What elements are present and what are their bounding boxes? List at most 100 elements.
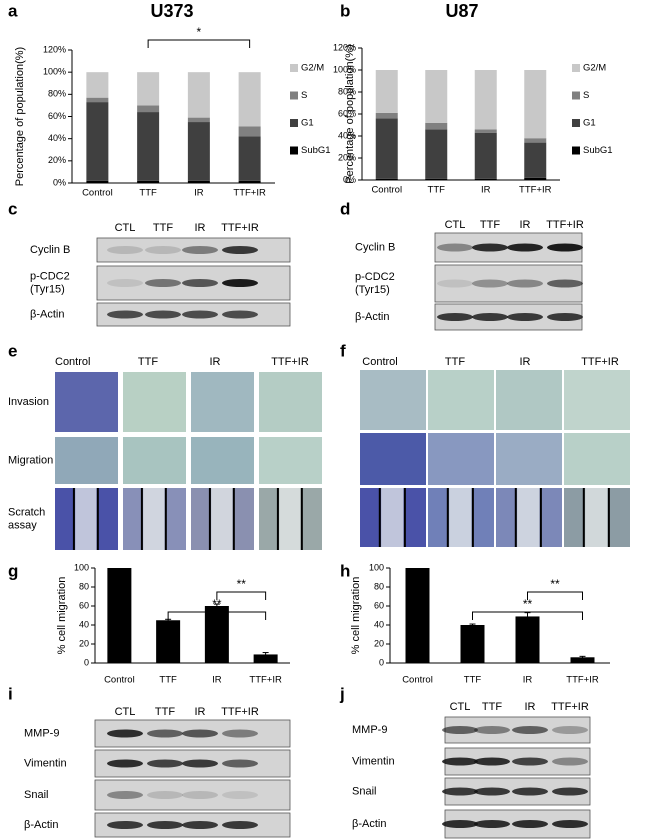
micrograph bbox=[191, 372, 254, 432]
row-label: MMP-9 bbox=[352, 724, 387, 736]
legend-label: SubG1 bbox=[301, 145, 331, 156]
blot-band bbox=[437, 313, 473, 321]
blot-band bbox=[552, 726, 588, 734]
blot-band bbox=[147, 729, 183, 738]
bar-segment bbox=[375, 112, 398, 119]
micrograph bbox=[428, 370, 494, 430]
column-label: TTF bbox=[138, 356, 158, 368]
y-tick-label: 40 bbox=[374, 619, 384, 629]
bar-segment bbox=[137, 105, 160, 113]
blot-band bbox=[182, 246, 218, 254]
x-tick-label: TTF+IR bbox=[249, 675, 282, 686]
significance-bracket bbox=[167, 611, 267, 620]
significance-label: ** bbox=[550, 577, 560, 591]
blot-band bbox=[442, 787, 478, 796]
row-label: (Tyr15) bbox=[355, 284, 390, 296]
bar-segment bbox=[137, 180, 160, 183]
blot-band bbox=[222, 310, 258, 319]
bar bbox=[156, 620, 181, 663]
panel-letter: a bbox=[8, 1, 18, 20]
blot-band bbox=[147, 821, 183, 829]
x-tick-label: TTF bbox=[464, 675, 482, 686]
bar-segment bbox=[524, 142, 547, 178]
bar-segment bbox=[238, 180, 261, 183]
y-axis-label: % cell migration bbox=[56, 577, 68, 655]
blot-band bbox=[512, 820, 548, 828]
blot-band bbox=[552, 757, 588, 766]
bar-segment bbox=[86, 102, 109, 181]
scratch-gap bbox=[75, 488, 97, 550]
panel-letter: c bbox=[8, 199, 17, 218]
legend-swatch bbox=[572, 146, 580, 155]
bar-segment bbox=[425, 129, 448, 179]
significance-label: * bbox=[197, 25, 202, 39]
bar-segment bbox=[425, 70, 448, 123]
lane-label: IR bbox=[520, 219, 531, 231]
lane-label: IR bbox=[525, 701, 536, 713]
blot-band bbox=[182, 759, 218, 768]
blot-band bbox=[107, 821, 143, 829]
micrograph bbox=[191, 437, 254, 484]
bar-segment bbox=[187, 117, 210, 123]
blot-band bbox=[474, 726, 510, 734]
micrograph bbox=[360, 433, 426, 485]
y-tick-label: 0% bbox=[53, 177, 66, 187]
blot-band bbox=[512, 787, 548, 796]
blot-band bbox=[147, 759, 183, 768]
legend-swatch bbox=[290, 64, 298, 72]
bar-segment bbox=[474, 70, 497, 130]
x-tick-label: TTF+IR bbox=[566, 675, 599, 686]
y-tick-label: 100 bbox=[369, 562, 384, 572]
bar-segment bbox=[524, 138, 547, 143]
bar-segment bbox=[474, 129, 497, 133]
legend-label: G2/M bbox=[301, 63, 324, 74]
row-label: β-Actin bbox=[355, 311, 389, 323]
micrograph bbox=[123, 437, 186, 484]
lane-label: TTF+IR bbox=[551, 701, 589, 713]
row-label: β-Actin bbox=[30, 308, 64, 320]
blot-band bbox=[145, 246, 181, 254]
micrograph bbox=[564, 433, 630, 485]
bar-segment bbox=[137, 72, 160, 106]
x-tick-label: IR bbox=[481, 185, 491, 196]
blot-band bbox=[107, 791, 143, 799]
micrograph bbox=[496, 370, 562, 430]
bar bbox=[515, 616, 540, 663]
significance-bracket bbox=[527, 591, 583, 600]
row-label: Snail bbox=[24, 789, 48, 801]
bar bbox=[107, 568, 132, 663]
y-tick-label: 60% bbox=[48, 111, 66, 121]
blot-band bbox=[442, 726, 478, 734]
panel-letter: b bbox=[340, 1, 350, 20]
column-label: Control bbox=[362, 356, 397, 368]
micrograph bbox=[55, 437, 118, 484]
blot-band bbox=[472, 243, 508, 252]
blot-band bbox=[107, 759, 143, 768]
blot-band bbox=[147, 791, 183, 799]
y-tick-label: 0 bbox=[84, 657, 89, 667]
blot-band bbox=[222, 821, 258, 829]
blot-band bbox=[472, 279, 508, 288]
y-axis-label: Percentage of population(%) bbox=[344, 44, 356, 183]
blot-band bbox=[442, 820, 478, 828]
blot-band bbox=[222, 791, 258, 799]
blot-band bbox=[547, 279, 583, 288]
blot-band bbox=[107, 279, 143, 287]
row-label: Scratch bbox=[8, 506, 45, 518]
scratch-gap bbox=[517, 488, 540, 547]
lane-label: IR bbox=[195, 222, 206, 234]
blot-strip bbox=[94, 779, 291, 811]
blot-band bbox=[182, 729, 218, 738]
legend-swatch bbox=[572, 119, 580, 127]
y-tick-label: 80% bbox=[338, 86, 356, 96]
y-tick-label: 0% bbox=[343, 174, 356, 184]
bar-segment bbox=[524, 177, 547, 180]
blot-band bbox=[547, 243, 583, 252]
legend-swatch bbox=[290, 91, 298, 100]
y-tick-label: 60% bbox=[338, 108, 356, 118]
significance-bracket bbox=[216, 591, 267, 600]
bar bbox=[253, 654, 278, 663]
blot-band bbox=[474, 787, 510, 796]
bar-segment bbox=[187, 72, 210, 118]
